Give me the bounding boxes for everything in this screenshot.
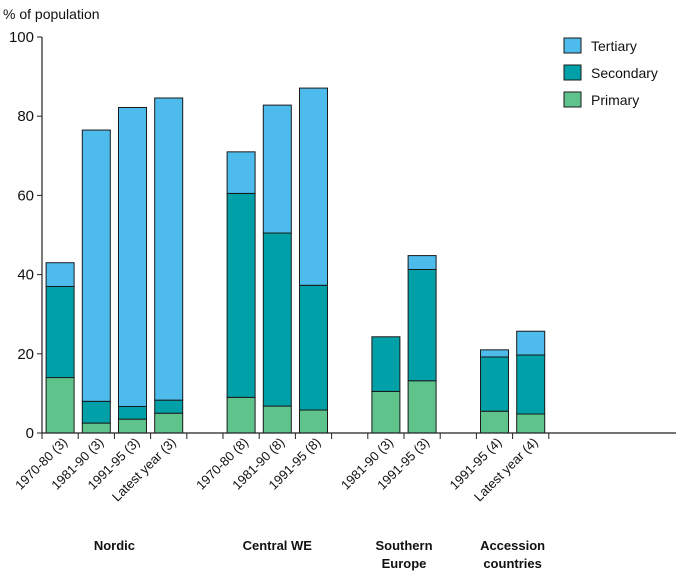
y-tick-label: 80: [17, 108, 34, 125]
group-label: countries: [483, 556, 542, 571]
bar-segment-secondary: [371, 336, 401, 392]
y-tick-label: 0: [26, 425, 34, 442]
bar-segment-primary: [45, 377, 75, 434]
bar-segment-secondary: [45, 285, 75, 379]
legend-label-secondary: Secondary: [591, 65, 658, 81]
group-label: Europe: [382, 556, 427, 571]
group-labels: Nordic Central WE Southern Europe Accession c…: [94, 538, 545, 571]
bar-segment-tertiary: [226, 151, 256, 194]
bar-segment-tertiary: [299, 87, 328, 286]
bar-segment-primary: [154, 412, 184, 434]
bar-segment-secondary: [154, 399, 184, 414]
group-label: Nordic: [94, 538, 135, 553]
y-tick-label: 20: [17, 346, 34, 363]
bar-segment-tertiary: [516, 330, 546, 356]
group-label: Central WE: [243, 538, 313, 553]
bar-segment-tertiary: [154, 97, 184, 401]
bar-segment-secondary: [480, 356, 509, 412]
bar-segment-primary: [299, 409, 328, 434]
bar-segment-primary: [81, 422, 111, 434]
bar-segment-tertiary: [407, 255, 437, 270]
legend-label-tertiary: Tertiary: [591, 38, 637, 54]
x-category-label: Latest year (3): [109, 435, 179, 505]
bars: [45, 87, 546, 434]
y-tick-label: 60: [17, 187, 34, 204]
bar-segment-primary: [516, 413, 546, 434]
legend: Tertiary Secondary Primary: [563, 37, 658, 108]
bar-segment-primary: [262, 405, 292, 434]
bar-segment-secondary: [118, 405, 147, 420]
bar-segment-primary: [407, 380, 437, 434]
bar-segment-secondary: [226, 192, 256, 398]
bar-segment-tertiary: [262, 104, 292, 234]
x-category-label: Latest year (4): [471, 435, 541, 505]
bar-segment-secondary: [516, 354, 546, 415]
legend-swatch-tertiary: [563, 37, 582, 54]
bar-segment-secondary: [81, 400, 111, 424]
y-tick-label: 40: [17, 267, 34, 284]
bar-segment-tertiary: [45, 262, 75, 287]
legend-swatch-primary: [563, 91, 582, 108]
bar-segment-secondary: [407, 268, 437, 382]
bar-segment-secondary: [262, 232, 292, 407]
y-axis-unit-label: % of population: [3, 6, 100, 22]
bar-segment-tertiary: [81, 129, 111, 402]
group-label: Southern: [375, 538, 432, 553]
x-axis-category-labels: 1970-80 (3)1981-90 (3)1991-95 (3)Latest …: [12, 435, 541, 505]
y-tick-label: 100: [9, 29, 34, 46]
bar-segment-tertiary: [480, 349, 509, 358]
bar-segment-secondary: [299, 284, 328, 411]
bar-segment-primary: [226, 396, 256, 434]
group-label: Accession: [480, 538, 545, 553]
bar-segment-primary: [480, 410, 509, 434]
y-axis-ticks: 0 20 40 60 80 100: [9, 29, 42, 442]
axes: [41, 37, 676, 439]
bar-segment-tertiary: [118, 106, 147, 407]
legend-label-primary: Primary: [591, 92, 639, 108]
bar-segment-primary: [371, 390, 401, 434]
bar-segment-primary: [118, 418, 147, 434]
legend-swatch-secondary: [563, 64, 582, 81]
